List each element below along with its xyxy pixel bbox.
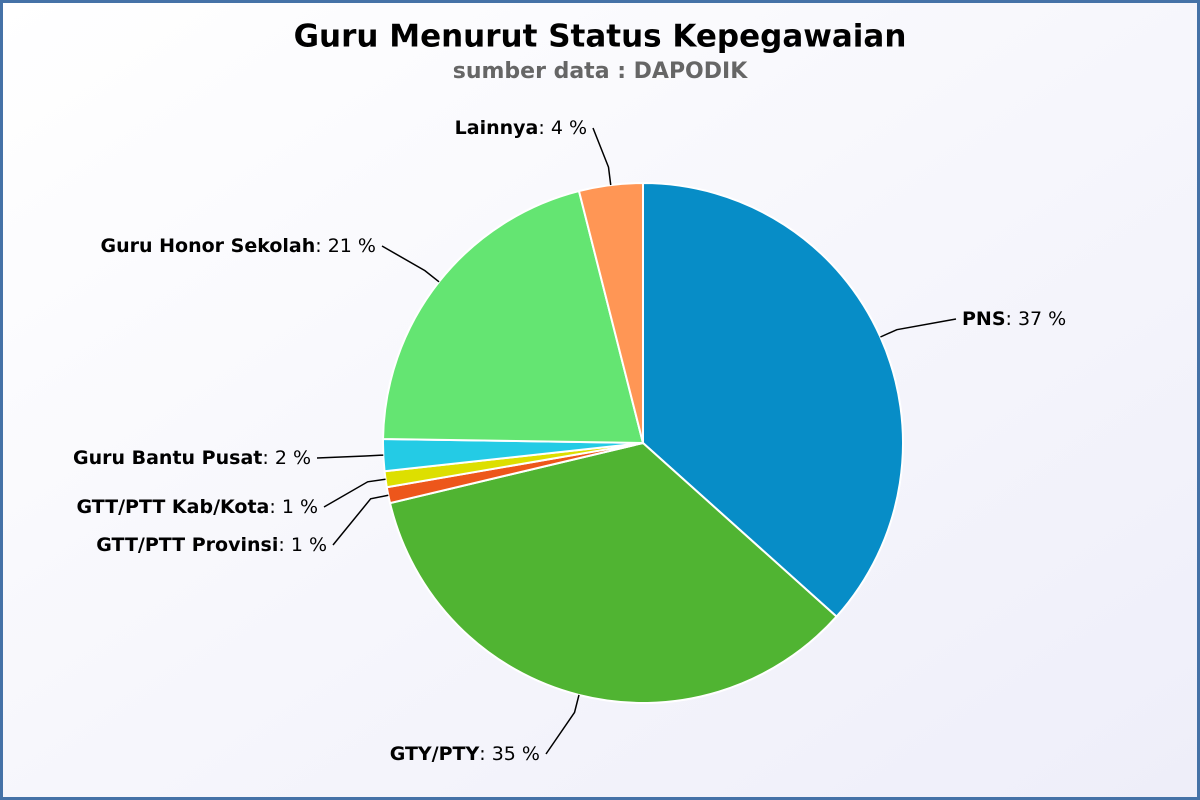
- pie-slice: [388, 441, 838, 704]
- label-separator: :: [315, 235, 327, 257]
- data-label: GTY/PTY: 35 %: [390, 743, 540, 765]
- data-label: PNS: 37 %: [962, 308, 1066, 330]
- connector: [316, 454, 384, 459]
- label-name: GTT/PTT Provinsi: [96, 534, 278, 556]
- chart-subtitle: sumber data : DAPODIK: [453, 59, 748, 84]
- label-separator: :: [479, 743, 491, 765]
- label-name: PNS: [962, 308, 1006, 330]
- connector: [880, 318, 957, 338]
- label-value: 1 %: [282, 496, 318, 518]
- label-name: GTT/PTT Kab/Kota: [76, 496, 269, 518]
- label-value: 4 %: [551, 117, 587, 139]
- data-label: Lainnya: 4 %: [455, 117, 587, 139]
- data-label: GTT/PTT Kab/Kota: 1 %: [76, 496, 318, 518]
- connector: [381, 245, 440, 283]
- label-value: 2 %: [275, 447, 311, 469]
- label-name: Guru Bantu Pusat: [73, 447, 262, 469]
- connector: [545, 694, 580, 755]
- data-label: GTT/PTT Provinsi: 1 %: [96, 534, 327, 556]
- label-separator: :: [538, 117, 550, 139]
- pie-slice: [577, 181, 644, 444]
- label-value: 21 %: [328, 235, 376, 257]
- label-separator: :: [278, 534, 290, 556]
- label-name: GTY/PTY: [390, 743, 480, 765]
- label-name: Guru Honor Sekolah: [101, 235, 316, 257]
- label-value: 35 %: [492, 743, 540, 765]
- label-separator: :: [1006, 308, 1018, 330]
- data-label: Guru Honor Sekolah: 21 %: [101, 235, 377, 257]
- data-label: Guru Bantu Pusat: 2 %: [73, 447, 311, 469]
- connector: [332, 494, 389, 546]
- connector: [323, 478, 386, 508]
- chart-title: Guru Menurut Status Kepegawaian: [294, 19, 907, 55]
- label-value: 37 %: [1018, 308, 1066, 330]
- label-name: Lainnya: [455, 117, 539, 139]
- label-separator: :: [262, 447, 274, 469]
- label-value: 1 %: [291, 534, 327, 556]
- connector: [592, 127, 612, 186]
- pie-slice: [642, 181, 904, 618]
- label-separator: :: [269, 496, 281, 518]
